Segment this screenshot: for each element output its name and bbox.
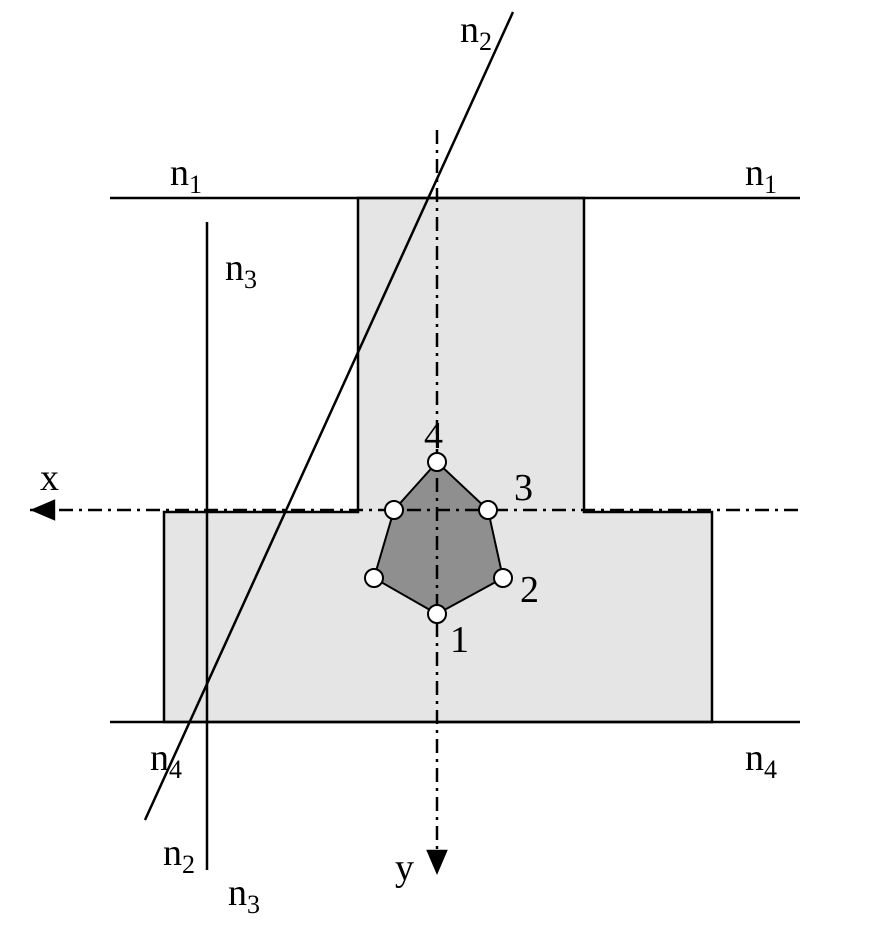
label-vertex-1: 1 <box>450 619 469 661</box>
label-n1-right: n1 <box>745 152 777 199</box>
label-vertex-2: 2 <box>520 569 539 611</box>
label-vertex-3: 3 <box>514 467 533 509</box>
label-n4-right: n4 <box>745 737 777 784</box>
label-n3-bottom: n3 <box>228 872 260 919</box>
arrowhead <box>426 850 448 875</box>
label-vertex-4: 4 <box>424 415 443 457</box>
vertex-marker-1 <box>428 605 446 623</box>
vertex-marker-2 <box>365 569 383 587</box>
label-y-axis: y <box>395 847 414 889</box>
label-n1-left: n1 <box>170 152 202 199</box>
vertex-marker-3 <box>385 501 403 519</box>
label-n3-top: n3 <box>225 247 257 294</box>
label-n4-left: n4 <box>150 737 182 784</box>
label-n2-bottom: n2 <box>163 832 195 879</box>
diagram-svg: n1 n1 n2 n2 n3 n3 n4 n4 x y 1 2 3 4 <box>0 0 881 930</box>
label-n2-top: n2 <box>460 9 492 56</box>
arrowhead <box>30 499 55 521</box>
vertex-marker-6 <box>494 569 512 587</box>
label-x-axis: x <box>40 457 59 499</box>
vertex-marker-5 <box>479 501 497 519</box>
